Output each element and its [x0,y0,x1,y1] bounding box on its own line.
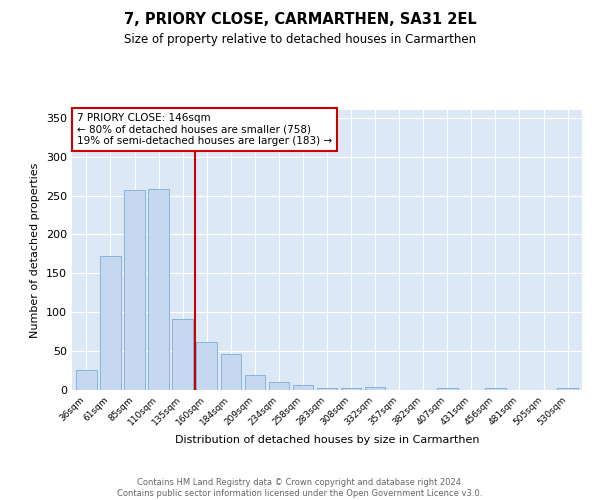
Bar [293,386,313,390]
Bar [317,388,337,390]
Bar [221,354,241,390]
Bar [172,319,193,390]
Bar [100,256,121,390]
Bar [196,342,217,390]
Text: Size of property relative to detached houses in Carmarthen: Size of property relative to detached ho… [124,32,476,46]
Bar [245,375,265,390]
Bar [557,388,578,390]
Bar [365,387,385,390]
X-axis label: Distribution of detached houses by size in Carmarthen: Distribution of detached houses by size … [175,436,479,446]
Bar [124,190,145,390]
Bar [269,382,289,390]
Text: 7, PRIORY CLOSE, CARMARTHEN, SA31 2EL: 7, PRIORY CLOSE, CARMARTHEN, SA31 2EL [124,12,476,28]
Text: 7 PRIORY CLOSE: 146sqm
← 80% of detached houses are smaller (758)
19% of semi-de: 7 PRIORY CLOSE: 146sqm ← 80% of detached… [77,113,332,146]
Bar [485,388,506,390]
Bar [148,188,169,390]
Y-axis label: Number of detached properties: Number of detached properties [31,162,40,338]
Text: Contains HM Land Registry data © Crown copyright and database right 2024.
Contai: Contains HM Land Registry data © Crown c… [118,478,482,498]
Bar [76,370,97,390]
Bar [437,388,458,390]
Bar [341,388,361,390]
